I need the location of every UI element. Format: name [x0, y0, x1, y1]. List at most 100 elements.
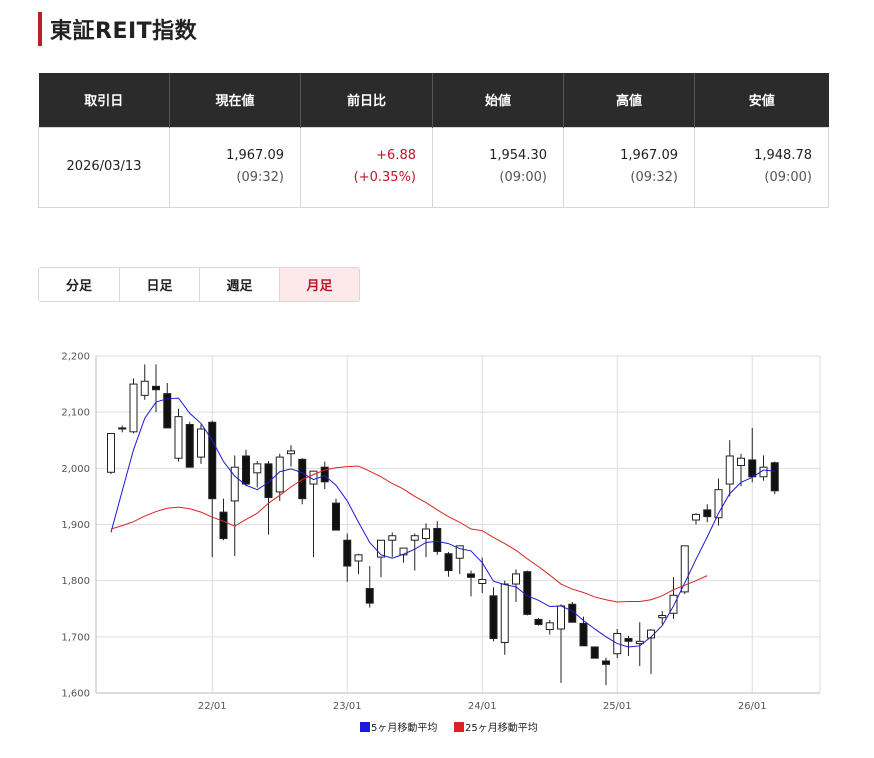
y-tick-label: 2,000 [61, 464, 90, 475]
candle-up [669, 594, 678, 614]
x-tick-label: 23/01 [333, 701, 362, 712]
candle-down [343, 539, 352, 567]
candle-down [467, 573, 475, 578]
title-accent-bar [38, 12, 42, 46]
candle-down [534, 618, 543, 625]
candle-up [377, 539, 385, 558]
low-value: 1,948.78 [754, 148, 812, 163]
header-open: 始値 [432, 73, 564, 127]
low-time: (09:00) [764, 170, 812, 185]
legend-label: 25ヶ月移動平均 [465, 721, 538, 734]
candle-down [365, 588, 374, 604]
candle-up [500, 583, 509, 643]
candle-up [140, 380, 149, 396]
legend-swatch [454, 722, 464, 732]
candle-up [545, 622, 554, 631]
candle-down [332, 502, 340, 531]
y-tick-label: 2,200 [61, 352, 90, 363]
header-change: 前日比 [300, 73, 433, 127]
candle-down [242, 455, 250, 485]
open-time: (09:00) [499, 170, 547, 185]
high-value: 1,967.09 [620, 148, 678, 163]
candle-down [602, 660, 610, 665]
x-tick-label: 26/01 [738, 701, 767, 712]
candle-down [298, 458, 307, 500]
candle-down [264, 463, 273, 499]
y-tick-label: 2,100 [61, 408, 90, 419]
candle-up [230, 466, 239, 502]
candle-up [410, 535, 419, 541]
candle-down [320, 466, 329, 483]
current-cell: 1,967.09 (09:32) [169, 126, 301, 208]
current-time: (09:32) [236, 170, 284, 185]
low-cell: 1,948.78 (09:00) [694, 126, 829, 208]
change-percent: (+0.35%) [353, 170, 416, 185]
change-cell: +6.88 (+0.35%) [300, 126, 433, 208]
candle-up [197, 428, 205, 458]
candle-up [557, 605, 565, 630]
candle-up [714, 489, 723, 519]
quote-table: 取引日 現在値 前日比 始値 高値 安値 2026/03/13 1,967.09… [38, 73, 829, 208]
candle-up [692, 513, 700, 521]
candle-down [444, 553, 453, 572]
candle-down [770, 462, 779, 492]
legend-swatch [360, 722, 370, 732]
trade-date-cell: 2026/03/13 [38, 126, 170, 208]
candle-up [725, 455, 734, 485]
candle-up [129, 383, 138, 433]
legend-label: 5ヶ月移動平均 [371, 721, 437, 734]
candle-up [388, 535, 397, 541]
candle-down [590, 646, 599, 659]
x-tick-label: 25/01 [603, 701, 632, 712]
period-tabs: 分足 日足 週足 月足 [38, 267, 360, 302]
high-cell: 1,967.09 (09:32) [563, 126, 695, 208]
header-current: 現在値 [169, 73, 301, 127]
candle-down [703, 509, 712, 518]
candle-up [174, 416, 183, 459]
high-time: (09:32) [630, 170, 678, 185]
x-tick-label: 24/01 [468, 701, 497, 712]
tab-weekly[interactable]: 週足 [199, 268, 279, 301]
page-title-block: 東証REIT指数 [38, 12, 197, 46]
candle-down [219, 511, 228, 540]
trade-date: 2026/03/13 [66, 159, 142, 174]
header-low: 安値 [694, 73, 829, 127]
candle-down [624, 638, 633, 642]
candle-up [399, 547, 408, 556]
candle-down [433, 527, 442, 552]
header-high: 高値 [563, 73, 695, 127]
candle-down [568, 603, 577, 623]
open-value: 1,954.30 [489, 148, 547, 163]
series-line [110, 465, 708, 603]
candle-down [185, 424, 194, 468]
current-value: 1,967.09 [226, 148, 284, 163]
price-chart: 1,600 1,700 1,800 1,900 2,000 2,100 2,200 22/01… [61, 352, 821, 734]
candle-up [680, 545, 689, 593]
x-tick-label: 22/01 [198, 701, 227, 712]
y-tick-label: 1,700 [61, 632, 90, 643]
candle-up [287, 450, 295, 455]
candle-up [512, 573, 520, 585]
candle-down [118, 427, 127, 430]
header-trade-date: 取引日 [38, 73, 170, 127]
candle-down [579, 622, 588, 647]
candle-down [748, 459, 757, 478]
candle-up [478, 579, 487, 584]
y-tick-label: 1,800 [61, 576, 90, 587]
candle-down [489, 595, 498, 640]
candle-up [737, 457, 745, 467]
y-tick-label: 1,600 [61, 689, 90, 700]
candle-down [152, 385, 160, 391]
tab-minute[interactable]: 分足 [39, 268, 119, 301]
tab-monthly[interactable]: 月足 [279, 268, 359, 301]
change-value: +6.88 [376, 148, 416, 163]
page-title: 東証REIT指数 [50, 19, 198, 44]
candle-up [354, 554, 363, 562]
series-line [110, 397, 775, 648]
candle-down [163, 393, 172, 429]
candle-up [658, 614, 667, 619]
tab-daily[interactable]: 日足 [119, 268, 199, 301]
candle-up [455, 545, 464, 559]
quote-data-row: 2026/03/13 1,967.09 (09:32) +6.88 (+0.35… [38, 126, 829, 208]
y-tick-label: 1,900 [61, 520, 90, 531]
